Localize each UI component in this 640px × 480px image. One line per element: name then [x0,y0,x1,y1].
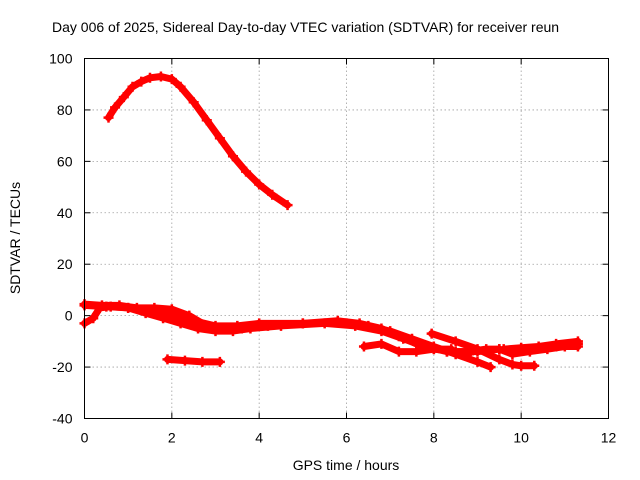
series-arc-5 [164,355,224,366]
data-series-group [79,71,583,373]
data-point [227,151,238,162]
y-tick-label: 20 [57,256,73,272]
data-point [472,356,483,367]
data-point [516,360,527,371]
data-point [319,318,330,329]
data-point [485,362,496,373]
data-point [193,323,204,334]
data-point [136,76,147,87]
x-tick-label: 0 [81,430,89,446]
data-point [227,326,238,337]
series-arc-1 [105,73,292,209]
data-point [267,189,278,200]
data-point [450,336,461,347]
data-point [376,338,387,349]
data-point [376,326,387,337]
data-point [94,302,105,313]
x-tick-label: 6 [343,430,351,446]
data-point [166,74,177,85]
data-point [350,320,361,331]
data-point [197,356,208,367]
data-point [118,92,129,103]
tick-labels: 0 2 4 6 8 10 12 -40 -20 0 20 40 60 80 100 [49,51,616,446]
data-point [398,333,409,344]
data-point [127,81,138,92]
data-point [358,341,369,352]
data-point [188,97,199,108]
data-point [426,328,437,339]
y-tick-label: 80 [57,102,73,118]
data-point [210,326,221,337]
data-point [123,302,134,313]
data-point [166,304,177,315]
x-tick-label: 12 [601,430,617,446]
data-point [254,179,265,190]
y-tick-label: 60 [57,153,73,169]
data-point [175,81,186,92]
data-point [214,133,225,144]
data-point [276,320,286,331]
data-point [214,356,225,367]
data-point [463,346,474,357]
series-arc-10 [508,343,582,356]
data-point [441,346,452,357]
data-point [428,344,439,355]
data-point [494,354,505,365]
data-point [103,112,114,123]
x-tick-label: 10 [513,430,529,446]
x-axis-title: GPS time / hours [293,457,400,473]
y-tick-label: -40 [52,411,72,427]
chart-title: Day 006 of 2025, Sidereal Day-to-day VTE… [52,19,559,35]
data-point [155,71,166,82]
x-tick-label: 4 [255,430,263,446]
data-point [110,102,121,113]
data-point [162,354,173,365]
x-tick-label: 8 [430,430,438,446]
data-point [158,313,169,324]
data-point [481,344,492,355]
data-point [572,341,583,352]
data-point [507,359,518,370]
data-point [201,115,212,126]
y-tick-label: 100 [49,51,73,67]
data-point [529,344,540,355]
data-point [529,360,540,371]
y-tick-label: -20 [52,359,72,375]
y-tick-label: 40 [57,205,73,221]
data-point [241,166,252,177]
data-point [105,301,116,312]
data-point [411,346,422,357]
data-point [140,308,151,319]
y-axis-title: SDTVAR / TECUs [7,182,23,294]
y-tick-label: 0 [65,308,73,324]
data-point [282,200,293,211]
axis-ticks [84,58,609,419]
data-point [175,318,186,329]
data-point [551,341,562,352]
data-point [149,302,160,313]
data-point [179,355,190,366]
data-point [184,310,195,321]
data-point [507,346,518,357]
data-point [145,72,155,83]
data-point [498,344,509,355]
data-point [88,313,99,324]
data-point [245,323,256,334]
x-tick-label: 2 [168,430,176,446]
data-point [393,346,404,357]
